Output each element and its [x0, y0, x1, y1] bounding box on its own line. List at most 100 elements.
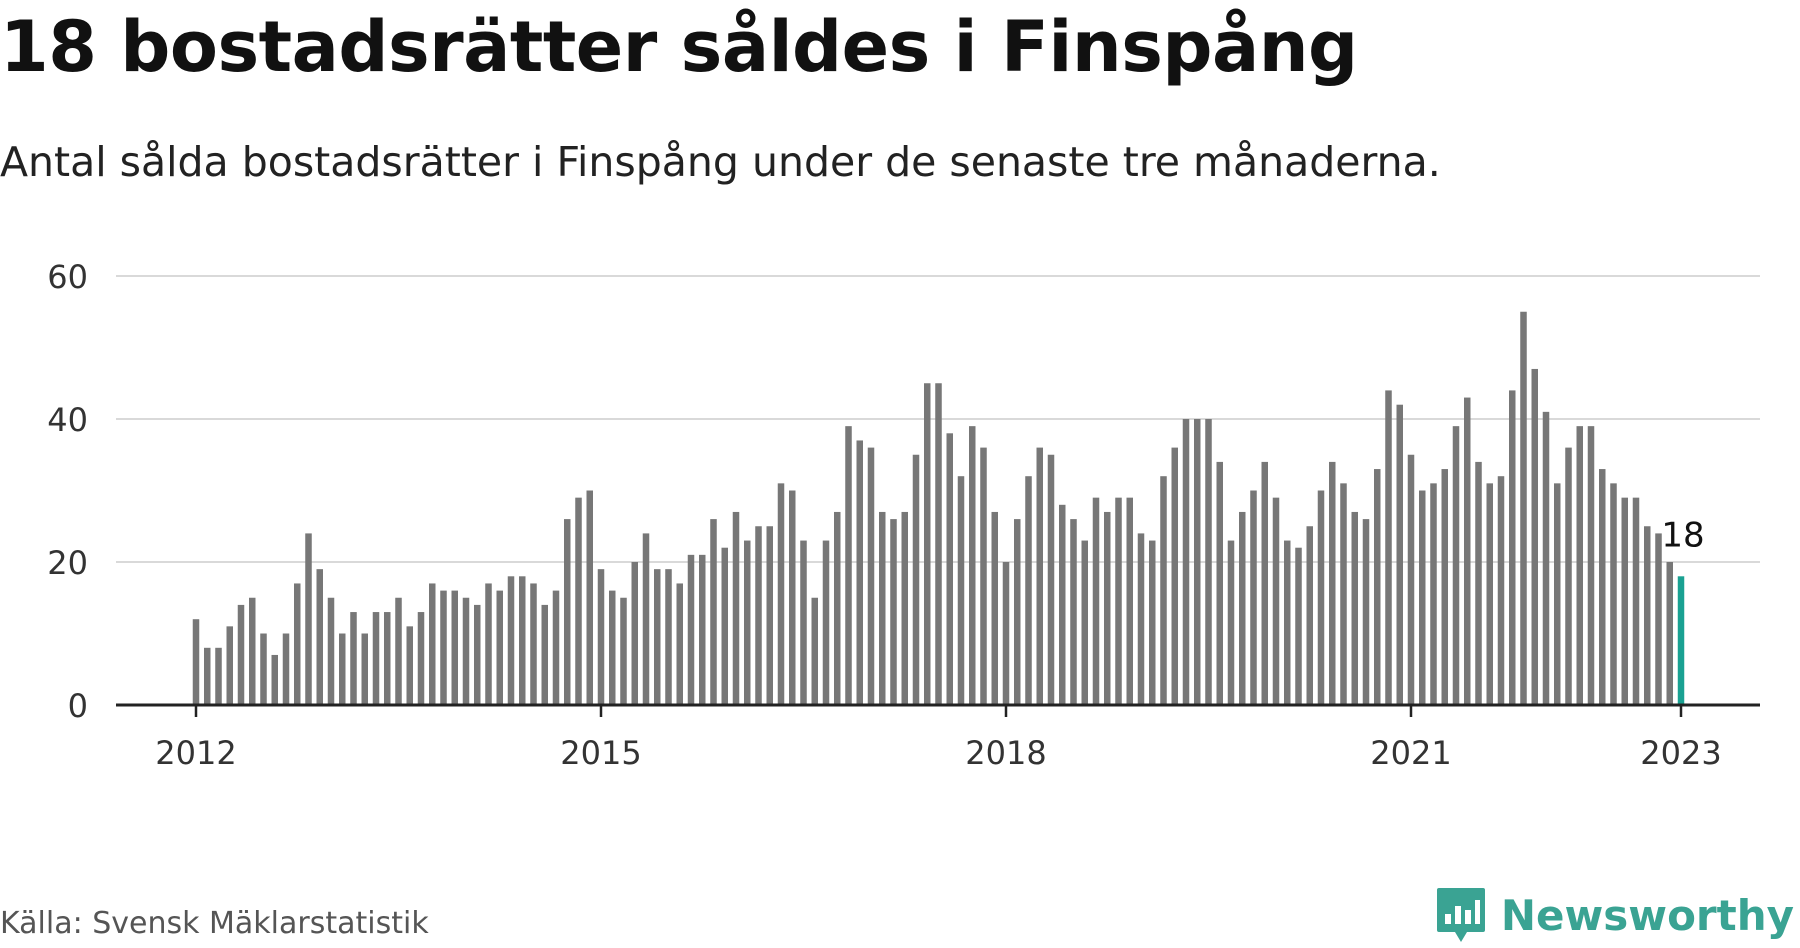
x-tick-label: 2015: [560, 734, 641, 772]
bar: [1486, 483, 1493, 705]
bar: [991, 511, 998, 705]
bar: [1047, 454, 1055, 705]
bar: [1104, 511, 1111, 705]
bar: [1092, 497, 1100, 705]
bar: [282, 633, 290, 705]
bar: [1036, 447, 1043, 705]
bar: [766, 526, 773, 705]
newsworthy-logo-icon: [1436, 888, 1485, 942]
bar: [789, 490, 796, 705]
bar: [417, 612, 425, 705]
bar: [204, 647, 211, 705]
bar: [1002, 562, 1010, 705]
bar: [1554, 483, 1561, 705]
bar: [1385, 390, 1392, 705]
bar: [1599, 469, 1606, 705]
bar: [485, 583, 492, 705]
y-tick-label: 60: [47, 258, 88, 296]
bar: [1452, 426, 1460, 705]
bar: [631, 562, 638, 705]
bar: [575, 497, 582, 705]
bar: [507, 576, 515, 705]
bar: [1374, 469, 1381, 705]
bar: [834, 511, 841, 705]
bar: [1261, 461, 1268, 705]
bar: [1025, 476, 1032, 705]
bar: [1520, 311, 1527, 705]
bar: [676, 583, 683, 705]
bar: [642, 533, 650, 705]
bar: [350, 612, 357, 705]
bar: [1137, 533, 1145, 705]
bar: [1407, 454, 1415, 705]
bar: [552, 590, 560, 705]
bar: [361, 633, 368, 705]
bar: [1610, 483, 1617, 705]
chart-title: 18 bostadsrätter såldes i Finspång: [0, 6, 1358, 88]
bar: [935, 383, 942, 705]
bar: [1126, 497, 1133, 705]
bar: [237, 604, 245, 705]
bar: [226, 626, 233, 705]
bar: [957, 476, 965, 705]
bar: [654, 569, 661, 705]
bar: [192, 619, 200, 705]
bar: [822, 540, 830, 705]
bar: [462, 597, 470, 705]
bar: [1329, 461, 1336, 705]
bar: [440, 590, 447, 705]
bar: [1194, 419, 1201, 705]
bar: [406, 626, 413, 705]
bars: [192, 311, 1685, 705]
bar: [901, 511, 908, 705]
x-tick-label: 2018: [965, 734, 1046, 772]
bar: [1576, 426, 1583, 705]
bar: [1317, 490, 1325, 705]
bar: [620, 597, 627, 705]
bar: [519, 576, 526, 705]
bar: [327, 597, 335, 705]
bar: [1666, 562, 1673, 705]
bar: [1272, 497, 1280, 705]
bar: [969, 426, 976, 705]
bar: [980, 447, 987, 705]
y-tick-label: 0: [68, 687, 88, 725]
bar: [699, 554, 706, 705]
bar: [867, 447, 875, 705]
bar: [249, 597, 256, 705]
bar: [1542, 411, 1550, 705]
bar: [1295, 547, 1302, 705]
brand-name: Newsworthy: [1500, 890, 1794, 940]
bar: [1182, 419, 1190, 705]
bar: [597, 569, 605, 705]
bar: [710, 519, 717, 705]
bar: [845, 426, 852, 705]
bar: [744, 540, 751, 705]
data-label-latest: 18: [1661, 515, 1704, 555]
bar: [474, 604, 481, 705]
bar: [1632, 497, 1640, 705]
bar: [1081, 540, 1088, 705]
bar: [879, 511, 886, 705]
bar: [530, 583, 537, 705]
bar: [1441, 469, 1448, 705]
bar: [1340, 483, 1347, 705]
bar: [586, 490, 593, 705]
bar: [384, 612, 391, 705]
bar: [1430, 483, 1437, 705]
bar: [1531, 368, 1538, 705]
bar: [800, 540, 807, 705]
bar: [1250, 490, 1257, 705]
bar: [1587, 426, 1595, 705]
bar: [215, 647, 222, 705]
bar: [1565, 447, 1572, 705]
bar: [912, 454, 920, 705]
bar: [1362, 519, 1370, 705]
x-tick-label: 2023: [1640, 734, 1721, 772]
bar: [665, 569, 672, 705]
bar: [316, 569, 323, 705]
bar: [294, 583, 301, 705]
bar: [1284, 540, 1291, 705]
bar: [1160, 476, 1167, 705]
bar: [429, 583, 436, 705]
